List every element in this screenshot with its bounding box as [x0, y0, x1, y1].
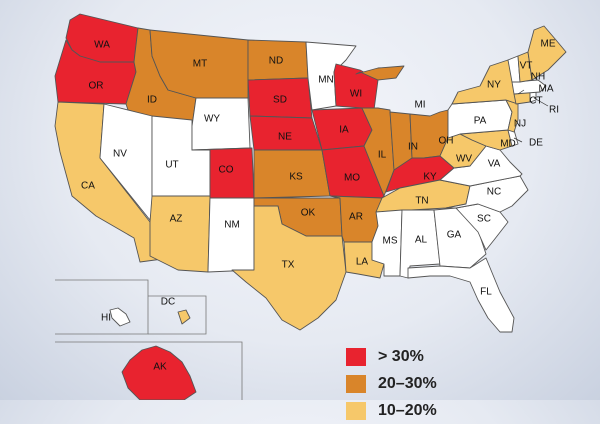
legend-item-gt30: > 30% — [346, 343, 526, 370]
state-az — [149, 195, 211, 273]
label-la: LA — [356, 257, 369, 268]
state-il — [361, 107, 395, 197]
label-ak: AK — [153, 362, 167, 373]
legend-swatch — [346, 347, 366, 366]
label-ar: AR — [349, 212, 363, 223]
label-in: IN — [408, 142, 418, 153]
label-dc: DC — [161, 297, 175, 308]
label-ok: OK — [301, 208, 316, 219]
label-pa: PA — [474, 116, 487, 127]
de-leader-line — [513, 137, 523, 143]
dc-inset-frame — [148, 295, 207, 335]
legend-swatch — [346, 401, 366, 420]
label-ut: UT — [165, 160, 178, 171]
legend-label: 20–30% — [378, 374, 437, 392]
state-me — [527, 25, 567, 81]
legend-item-20to30: 20–30% — [346, 370, 526, 397]
label-mn: MN — [318, 75, 334, 86]
state-fl — [407, 257, 515, 333]
state-nm — [207, 197, 255, 273]
label-nm: NM — [224, 220, 240, 231]
label-id: ID — [147, 95, 157, 106]
label-mt: MT — [193, 59, 207, 70]
legend-item-10to20: 10–20% — [346, 397, 526, 424]
label-nh: NH — [531, 72, 545, 83]
state-ma — [511, 79, 547, 95]
label-de: DE — [529, 138, 543, 149]
label-oh: OH — [439, 136, 454, 147]
us-map: WA OR CA ID NV UT AZ MT WY CO NM ND SD N… — [54, 13, 567, 400]
label-ca: CA — [81, 181, 95, 192]
label-il: IL — [378, 150, 387, 161]
label-ma: MA — [539, 84, 554, 95]
label-ia: IA — [339, 125, 349, 136]
label-nv: NV — [113, 149, 127, 160]
label-ri: RI — [549, 105, 559, 116]
label-or: OR — [89, 81, 104, 92]
ct-leader-line — [517, 89, 525, 95]
label-ky: KY — [423, 172, 437, 183]
label-hi: HI — [101, 313, 111, 324]
hawaii-inset-frame — [55, 279, 149, 335]
label-wi: WI — [350, 89, 362, 100]
legend-label: 10–20% — [378, 401, 437, 419]
state-ak — [121, 345, 197, 400]
state-wy — [191, 97, 251, 151]
label-me: ME — [541, 39, 556, 50]
label-tn: TN — [415, 196, 428, 207]
alaska-inset-frame — [55, 341, 243, 400]
label-wv: WV — [456, 154, 472, 165]
label-mo: MO — [344, 173, 360, 184]
label-fl: FL — [480, 287, 492, 298]
label-nc: NC — [487, 187, 501, 198]
label-ga: GA — [447, 230, 462, 241]
label-sc: SC — [477, 214, 491, 225]
label-nj: NJ — [514, 119, 526, 130]
state-tx — [231, 205, 347, 331]
legend-swatch — [346, 374, 366, 393]
state-ny — [451, 59, 519, 105]
ri-leader-line — [533, 97, 549, 107]
legend-label: > 30% — [378, 347, 424, 365]
state-dc — [177, 309, 191, 325]
label-nd: ND — [269, 56, 283, 67]
label-sd: SD — [273, 95, 287, 106]
label-ct: CT — [529, 96, 542, 107]
label-vt: VT — [520, 61, 533, 72]
label-wy: WY — [204, 114, 220, 125]
label-ne: NE — [278, 132, 292, 143]
label-al: AL — [415, 235, 428, 246]
label-md: MD — [500, 139, 516, 150]
state-hi — [109, 307, 131, 327]
label-va: VA — [488, 159, 501, 170]
label-wa: WA — [94, 40, 110, 51]
label-mi: MI — [414, 100, 425, 111]
label-ks: KS — [289, 172, 303, 183]
label-tx: TX — [282, 260, 295, 271]
state-mi — [355, 65, 405, 81]
label-ms: MS — [383, 236, 398, 247]
label-az: AZ — [170, 214, 183, 225]
label-co: CO — [219, 165, 234, 176]
label-ny: NY — [487, 80, 501, 91]
legend: > 30% 20–30% 10–20% — [346, 343, 526, 424]
